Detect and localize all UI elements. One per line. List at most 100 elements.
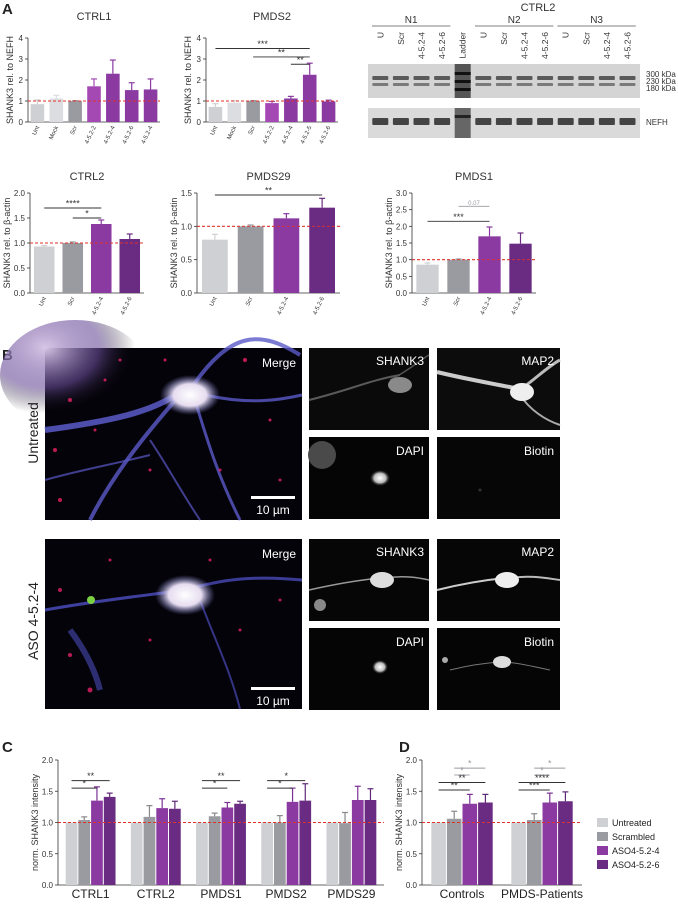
y-tick-label: 0.5	[181, 256, 193, 265]
legend-swatch	[597, 846, 608, 855]
y-tick-label: 1.0	[406, 819, 418, 828]
significance-label: **	[217, 771, 225, 781]
x-tick-label: 4-5.2-2	[262, 125, 276, 145]
x-tick-label: 4-5.2-4	[281, 125, 295, 145]
bar	[364, 800, 377, 885]
x-tick-label: 4-5.2-6	[319, 125, 333, 145]
y-tick-label: 1.5	[181, 189, 193, 198]
significance-label: 0.07	[468, 201, 480, 207]
significance-label: *	[460, 766, 464, 776]
blot-band	[598, 83, 615, 86]
y-tick-label: 1	[19, 97, 24, 106]
blot-group-label: N2	[508, 15, 521, 26]
blot-lane-label: U	[375, 32, 385, 38]
y-tick-label: 0.0	[406, 881, 418, 890]
significance-label: *	[540, 766, 544, 776]
x-tick-label: 4-5.2-6	[122, 125, 136, 145]
bar	[227, 102, 242, 122]
significance-label: *	[548, 759, 552, 769]
bar	[447, 259, 470, 293]
x-tick-label: Mock	[49, 124, 61, 140]
panel-label-a: A	[2, 1, 13, 18]
blot-lane-label: U	[561, 32, 571, 38]
bar	[33, 246, 55, 293]
bar	[90, 224, 112, 293]
y-tick-label: 2.0	[42, 756, 54, 765]
blot-marker-label: 230 kDa	[646, 77, 676, 86]
shank3-image-untreated: SHANK3	[308, 348, 430, 430]
blot-group-label: N3	[590, 15, 603, 26]
y-tick-label: 1.5	[14, 214, 26, 223]
bar	[462, 803, 478, 885]
bar	[416, 264, 439, 293]
merge-image-untreated: Merge 10 µm	[0, 320, 303, 521]
bar	[196, 822, 208, 885]
bar	[509, 243, 532, 293]
dapi-image-aso: DAPI	[309, 628, 429, 710]
x-tick-label: CTRL2	[137, 887, 175, 901]
y-tick-label: 0	[197, 118, 202, 127]
biotin-image-aso: Biotin	[437, 628, 560, 710]
blot-band-nefh	[516, 118, 533, 125]
x-tick-label: 4-5.2-6	[120, 296, 134, 316]
significance-label: **	[297, 55, 305, 65]
y-tick-label: 0.0	[42, 881, 54, 890]
blot-band	[537, 83, 554, 86]
blot-upper-membrane	[368, 64, 640, 98]
y-tick-label: 1.0	[14, 239, 26, 248]
bar	[221, 807, 234, 885]
bar	[511, 822, 526, 885]
bar	[234, 803, 246, 885]
bar	[286, 801, 299, 885]
blot-group-headers: N1 N2 N3	[372, 15, 636, 27]
blot-band	[516, 76, 533, 80]
blot-band	[619, 83, 636, 86]
bar	[478, 236, 501, 293]
dapi-label-untreated: DAPI	[396, 444, 424, 458]
bar	[326, 822, 339, 885]
y-tick-label: 0.5	[42, 850, 54, 859]
bar	[30, 104, 45, 122]
y-tick-label: 2.0	[14, 189, 26, 198]
bar	[62, 243, 84, 293]
y-tick-label: 0.0	[396, 289, 408, 298]
shank3-label-aso: SHANK3	[376, 545, 424, 559]
blot-band-nefh	[475, 118, 492, 125]
blot-ladder	[454, 108, 471, 138]
bar	[106, 73, 120, 122]
x-tick-label: Scr	[453, 296, 462, 307]
legend-swatch	[597, 860, 608, 869]
bar	[103, 796, 116, 885]
y-axis-label: SHANK3 rel. to β-actin	[169, 198, 179, 289]
blot-band-nefh	[578, 118, 595, 125]
dapi-label-aso: DAPI	[396, 635, 424, 649]
blot-ladder-band	[454, 88, 471, 91]
y-axis-label: SHANK3 rel. to β-actin	[2, 198, 12, 289]
x-tick-label: 4-5.2-4	[103, 125, 117, 145]
bar	[299, 800, 312, 885]
chart-title: PMDS2	[253, 11, 291, 23]
x-tick-label: PMDS29	[327, 887, 375, 901]
y-tick-label: 0.0	[14, 289, 26, 298]
biotin-image-untreated: Biotin	[437, 437, 560, 519]
legend-swatch	[597, 818, 608, 827]
y-tick-label: 0	[19, 118, 24, 127]
panel-label-d: D	[399, 739, 410, 756]
significance-label: ****	[66, 199, 81, 209]
bar	[49, 98, 64, 122]
blot-lane-label: 4-5.2-4	[417, 32, 427, 59]
x-tick-label: Scr	[70, 125, 79, 136]
chart-title: PMDS29	[246, 171, 290, 183]
y-tick-label: 1.0	[42, 819, 54, 828]
blot-lane-label: 4-5.2-4	[602, 32, 612, 59]
significance-label: *	[278, 779, 282, 789]
significance-label: ***	[453, 212, 464, 222]
blot-band-nefh	[413, 118, 430, 125]
blot-band	[392, 76, 409, 80]
significance-label: **	[278, 47, 286, 57]
blot-lane-label: Ladder	[458, 32, 468, 59]
blot-lane-label: Scr	[499, 32, 509, 45]
x-tick-label: 4-5.2-4	[141, 125, 155, 145]
